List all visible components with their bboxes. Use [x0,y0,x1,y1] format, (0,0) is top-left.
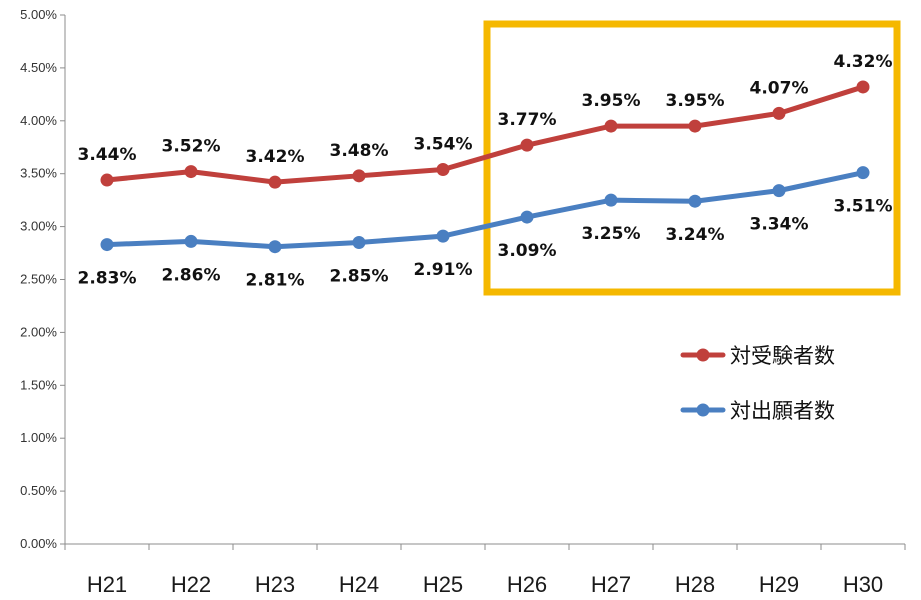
data-point [268,240,282,254]
series-line-1 [104,84,866,185]
data-point [100,173,114,187]
legend-label: 対受験者数 [730,344,835,368]
x-tick-label: H29 [759,572,799,597]
data-label: 3.25% [582,224,641,244]
data-point [856,80,870,94]
data-point [100,238,114,252]
y-tick-label: 5.00% [20,7,57,22]
y-tick-label: 2.00% [20,324,57,339]
y-tick-label: 4.00% [20,113,57,128]
data-label: 3.48% [330,141,389,161]
series-line-2 [104,170,866,250]
y-tick-label: 0.50% [20,483,57,498]
data-label: 3.95% [666,91,725,111]
x-tick-label: H28 [675,572,715,597]
data-label: 3.34% [750,215,809,235]
data-label: 3.44% [78,145,137,165]
data-label: 3.09% [498,241,557,261]
data-point [604,119,618,133]
data-point [436,162,450,176]
data-point [184,234,198,248]
data-label: 3.42% [246,147,305,167]
data-point [856,166,870,180]
data-point [604,193,618,207]
data-label: 4.07% [750,78,809,98]
x-tick-label: H30 [843,572,883,597]
y-tick-label: 3.00% [20,219,57,234]
data-label: 3.52% [162,137,221,157]
data-label: 2.81% [246,271,305,291]
data-label: 2.86% [162,265,221,285]
x-tick-label: H23 [255,572,295,597]
data-point [688,194,702,208]
data-point [436,229,450,243]
data-label: 3.54% [414,134,473,154]
legend-label: 対出願者数 [730,399,835,423]
data-point [352,169,366,183]
legend-marker [696,403,710,417]
series-layer [100,80,870,254]
data-label: 2.83% [78,269,137,289]
data-point [352,235,366,249]
x-tick-label: H24 [339,572,379,597]
data-label: 3.51% [834,197,893,217]
y-tick-label: 2.50% [20,272,57,287]
legend-marker [696,348,710,362]
data-point [268,175,282,189]
y-tick-label: 3.50% [20,166,57,181]
data-label: 3.77% [498,110,557,130]
data-label: 3.95% [582,91,641,111]
y-tick-label: 1.50% [20,377,57,392]
x-tick-label: H26 [507,572,547,597]
axes: 0.00% 0.50% 1.00% 1.50% 2.00% 2.50% 3.00% 3.50%… [20,7,906,597]
data-labels: 3.44% 3.52% 3.42% 3.48% 3.54% 3.77% 3.95% 3.95%… [78,52,893,291]
x-tick-label: H21 [87,572,127,597]
data-point [520,138,534,152]
data-point [184,165,198,179]
data-label: 2.91% [414,260,473,280]
x-tick-label: H25 [423,572,463,597]
data-label: 2.85% [330,266,389,286]
data-label: 3.24% [666,225,725,245]
x-tick-label: H22 [171,572,211,597]
data-point [520,210,534,224]
data-point [772,106,786,120]
data-point [772,184,786,198]
data-point [688,119,702,133]
data-label: 4.32% [834,52,893,72]
y-tick-label: 0.00% [20,536,57,551]
y-tick-label: 1.00% [20,430,57,445]
y-tick-label: 4.50% [20,60,57,75]
x-tick-label: H27 [591,572,631,597]
